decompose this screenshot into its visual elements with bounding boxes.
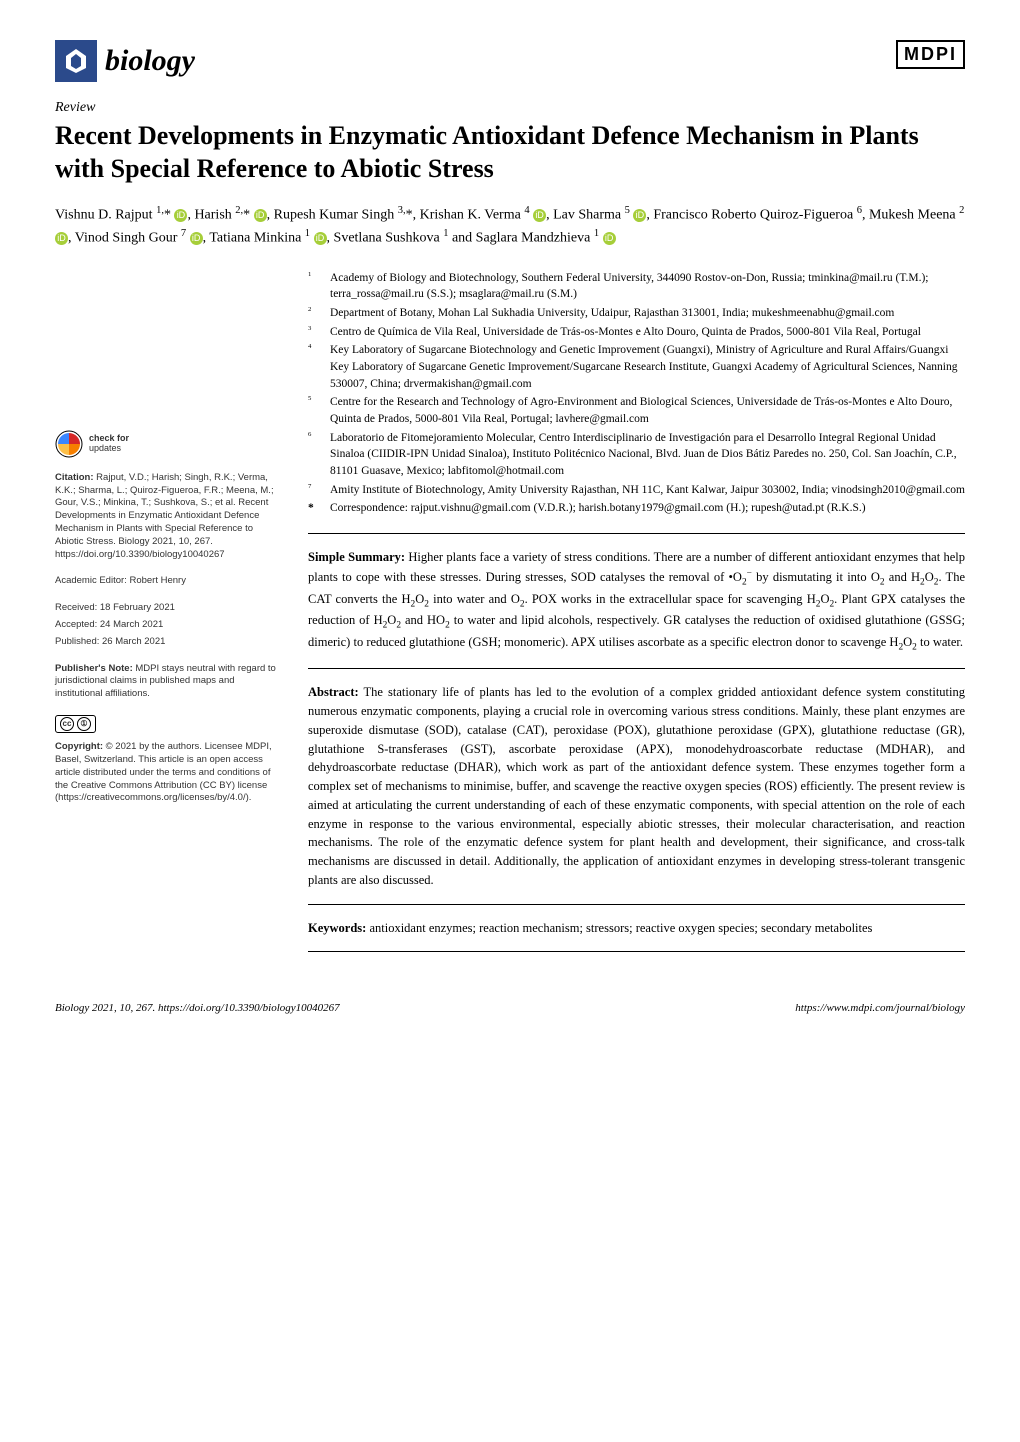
editor-name: Robert Henry	[129, 575, 186, 586]
by-icon: ①	[77, 717, 91, 731]
abstract-heading: Abstract:	[308, 685, 359, 699]
affiliation-row: 5Centre for the Research and Technology …	[308, 394, 965, 427]
citation-block: Citation: Rajput, V.D.; Harish; Singh, R…	[55, 472, 280, 562]
citation-text: Rajput, V.D.; Harish; Singh, R.K.; Verma…	[55, 472, 274, 560]
keywords-heading: Keywords:	[308, 921, 366, 935]
main-column: 1Academy of Biology and Biotechnology, S…	[308, 270, 965, 953]
keywords-body: antioxidant enzymes; reaction mechanism;…	[369, 921, 872, 935]
citation-label: Citation:	[55, 472, 94, 483]
editor-block: Academic Editor: Robert Henry	[55, 575, 280, 588]
accepted-label: Accepted:	[55, 619, 97, 630]
received-label: Received:	[55, 602, 97, 613]
sidebar: check for updates Citation: Rajput, V.D.…	[55, 270, 280, 953]
publisher-note-block: Publisher's Note: MDPI stays neutral wit…	[55, 663, 280, 701]
publisher-logo: MDPI	[896, 40, 965, 69]
affiliation-row: 6Laboratorio de Fitomejoramiento Molecul…	[308, 430, 965, 480]
check-updates-badge[interactable]: check for updates	[55, 430, 280, 458]
correspondence-row: *Correspondence: rajput.vishnu@gmail.com…	[308, 500, 965, 517]
simple-summary-body: Higher plants face a variety of stress c…	[308, 550, 965, 649]
footer-right: https://www.mdpi.com/journal/biology	[795, 1002, 965, 1014]
copyright-block: Copyright: © 2021 by the authors. Licens…	[55, 741, 280, 805]
pubnote-label: Publisher's Note:	[55, 663, 133, 674]
affiliation-row: 2Department of Botany, Mohan Lal Sukhadi…	[308, 305, 965, 322]
article-title: Recent Developments in Enzymatic Antioxi…	[55, 120, 965, 185]
published-label: Published:	[55, 636, 99, 647]
affiliation-row: 7Amity Institute of Biotechnology, Amity…	[308, 482, 965, 499]
received-date: 18 February 2021	[100, 602, 175, 613]
check-updates-icon	[55, 430, 83, 458]
footer: Biology 2021, 10, 267. https://doi.org/1…	[0, 982, 1020, 1044]
published-date: 26 March 2021	[102, 636, 165, 647]
abstract-block: Abstract: The stationary life of plants …	[308, 668, 965, 903]
simple-summary-heading: Simple Summary:	[308, 550, 405, 564]
cc-icon: cc	[60, 717, 74, 731]
journal-logo: biology	[55, 40, 195, 82]
journal-name: biology	[105, 44, 195, 78]
cc-license-badge: cc ①	[55, 715, 280, 733]
dates-block: Received: 18 February 2021 Accepted: 24 …	[55, 602, 280, 648]
abstract-body: The stationary life of plants has led to…	[308, 685, 965, 887]
editor-label: Academic Editor:	[55, 575, 127, 586]
affiliation-row: 3Centro de Química de Vila Real, Univers…	[308, 324, 965, 341]
affiliation-row: 1Academy of Biology and Biotechnology, S…	[308, 270, 965, 303]
simple-summary-block: Simple Summary: Higher plants face a var…	[308, 533, 965, 668]
accepted-date: 24 March 2021	[100, 619, 163, 630]
copyright-label: Copyright:	[55, 741, 103, 752]
affiliation-row: 4Key Laboratory of Sugarcane Biotechnolo…	[308, 342, 965, 392]
affiliations: 1Academy of Biology and Biotechnology, S…	[308, 270, 965, 517]
journal-logo-icon	[55, 40, 97, 82]
header-row: biology MDPI	[55, 40, 965, 82]
article-type: Review	[55, 100, 965, 116]
authors: Vishnu D. Rajput 1,* iD, Harish 2,* iD, …	[55, 203, 965, 250]
keywords-block: Keywords: antioxidant enzymes; reaction …	[308, 904, 965, 953]
check-updates-bottom: updates	[89, 444, 129, 454]
footer-left: Biology 2021, 10, 267. https://doi.org/1…	[55, 1002, 340, 1014]
